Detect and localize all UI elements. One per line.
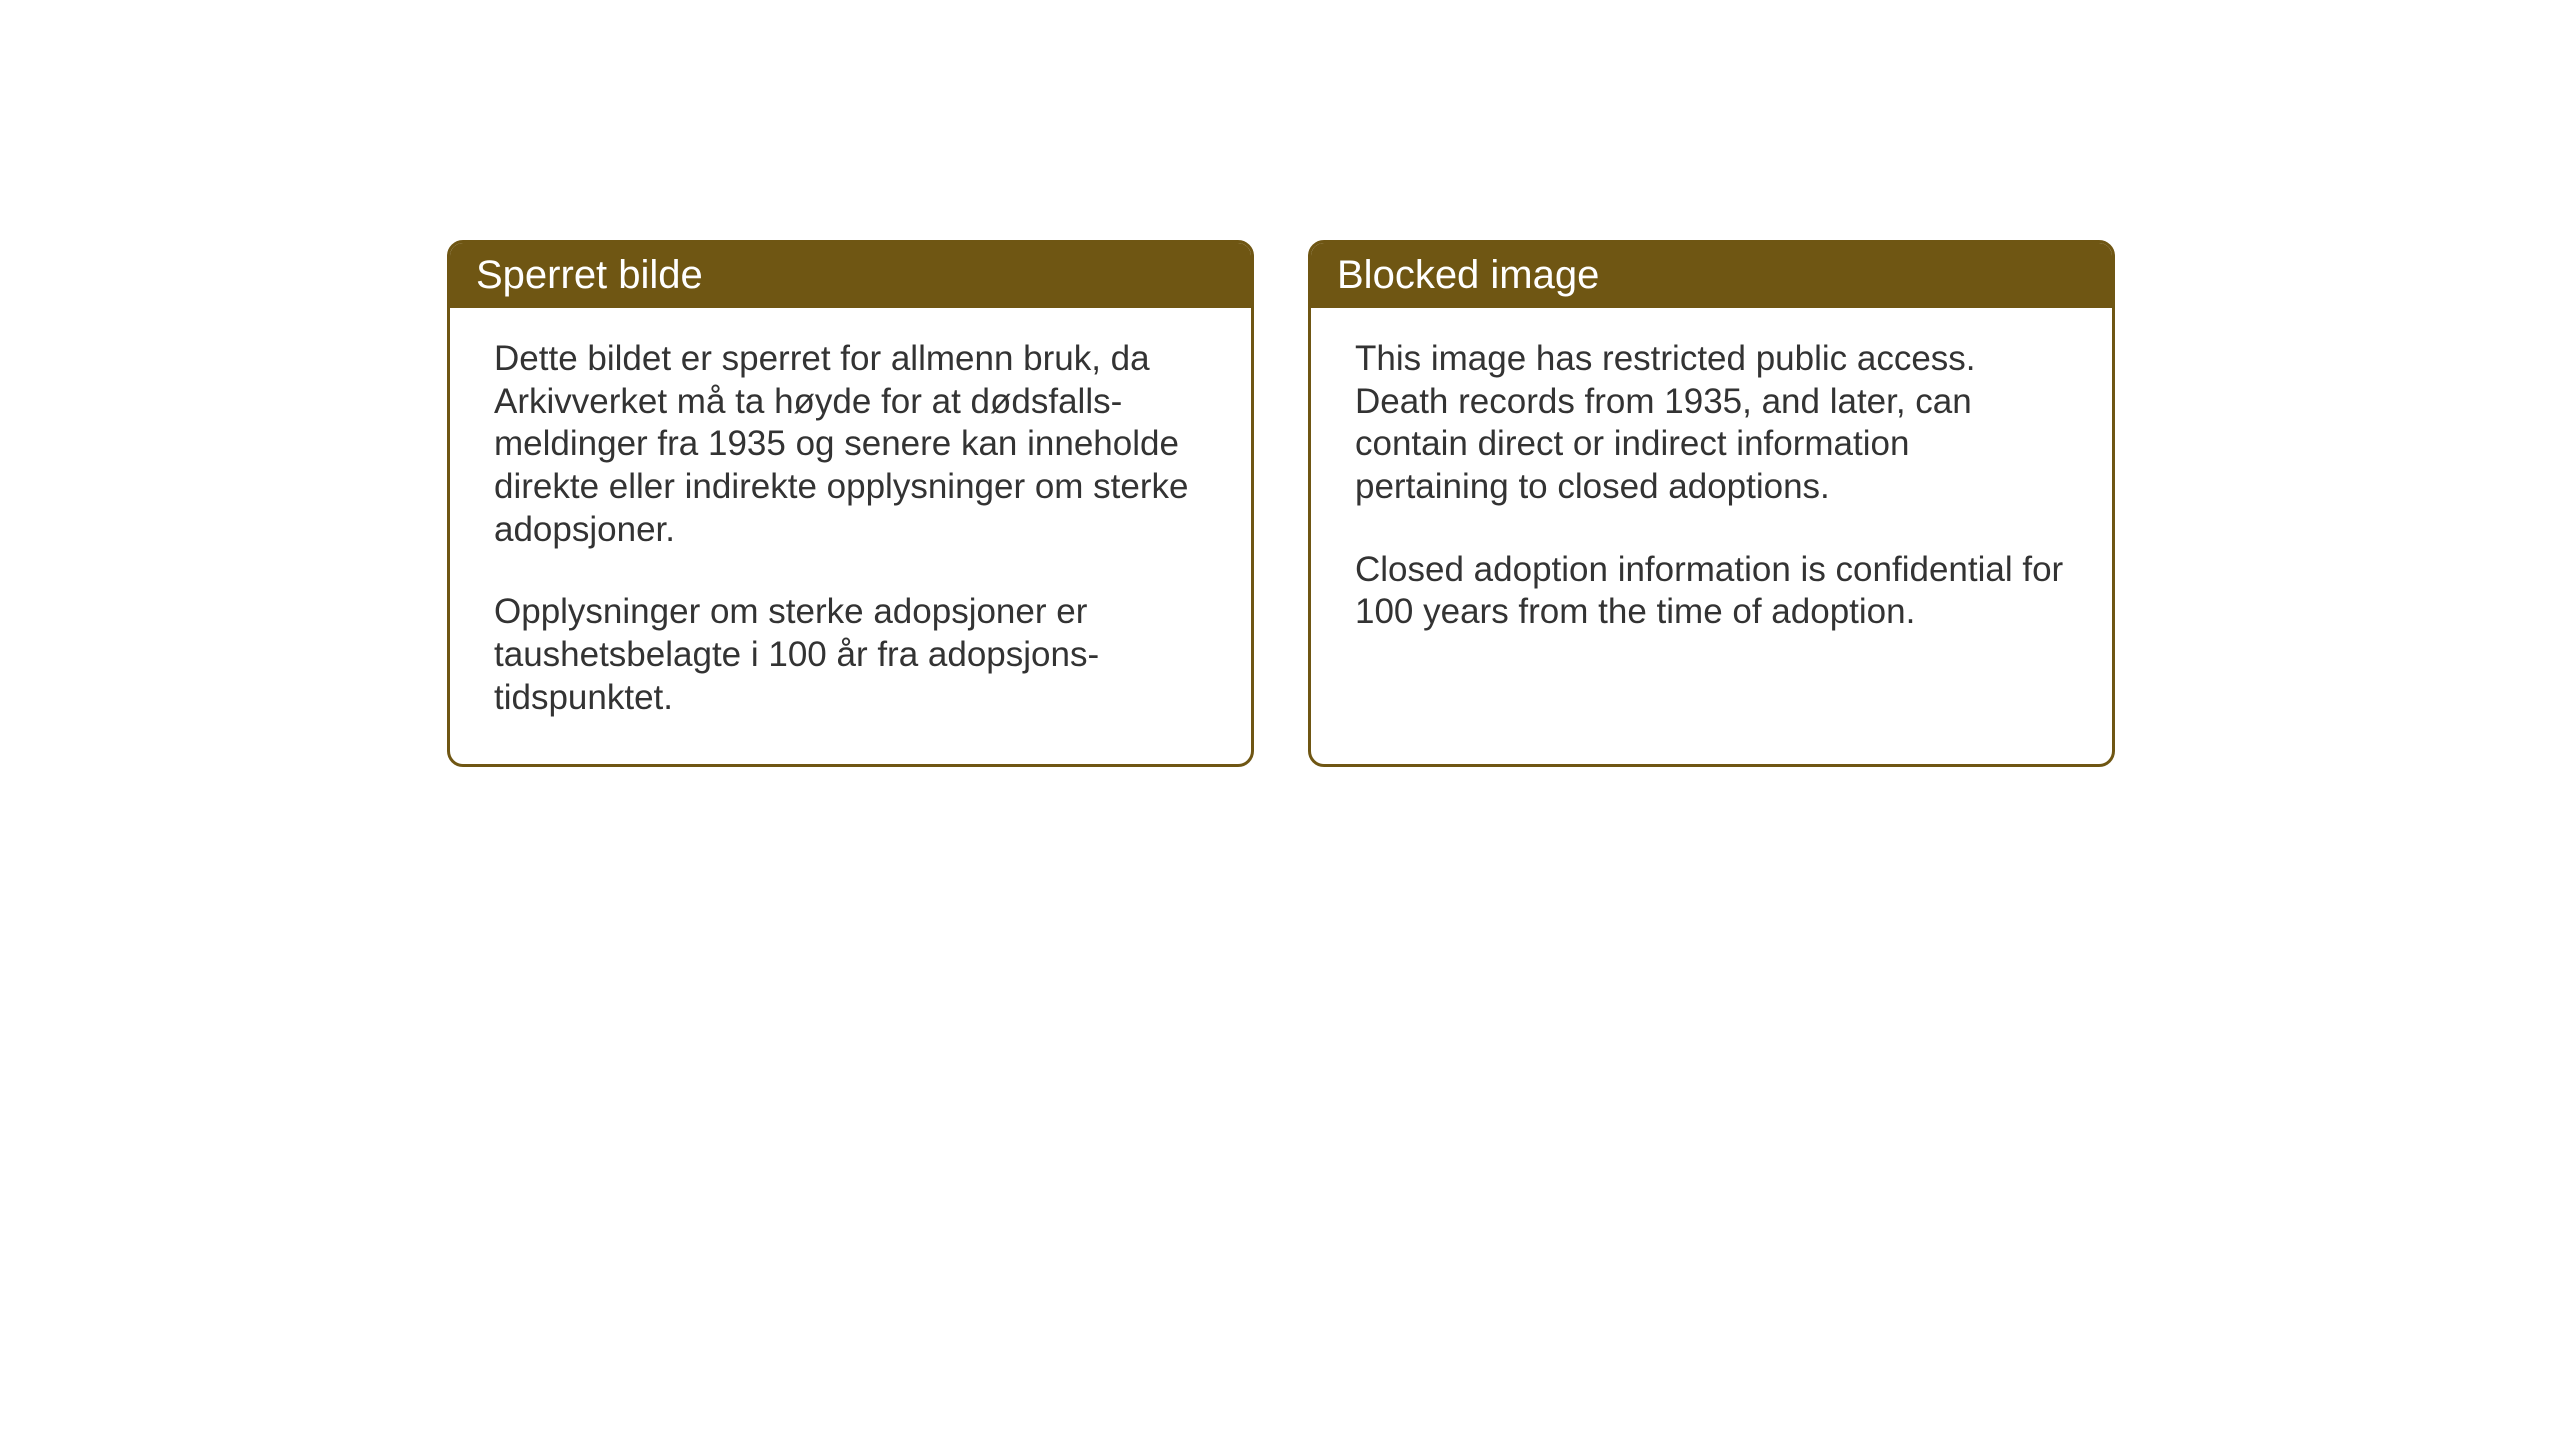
card-paragraph1-norwegian: Dette bildet er sperret for allmenn bruk… xyxy=(494,338,1207,551)
card-title-english: Blocked image xyxy=(1337,253,1599,297)
card-title-norwegian: Sperret bilde xyxy=(476,253,703,297)
card-paragraph2-norwegian: Opplysninger om sterke adopsjoner er tau… xyxy=(494,591,1207,719)
card-paragraph1-english: This image has restricted public access.… xyxy=(1355,338,2068,509)
card-header-english: Blocked image xyxy=(1311,243,2112,308)
notice-container: Sperret bilde Dette bildet er sperret fo… xyxy=(447,240,2115,767)
card-body-norwegian: Dette bildet er sperret for allmenn bruk… xyxy=(450,308,1251,764)
notice-card-english: Blocked image This image has restricted … xyxy=(1308,240,2115,767)
notice-card-norwegian: Sperret bilde Dette bildet er sperret fo… xyxy=(447,240,1254,767)
card-header-norwegian: Sperret bilde xyxy=(450,243,1251,308)
card-body-english: This image has restricted public access.… xyxy=(1311,308,2112,746)
card-paragraph2-english: Closed adoption information is confident… xyxy=(1355,549,2068,634)
